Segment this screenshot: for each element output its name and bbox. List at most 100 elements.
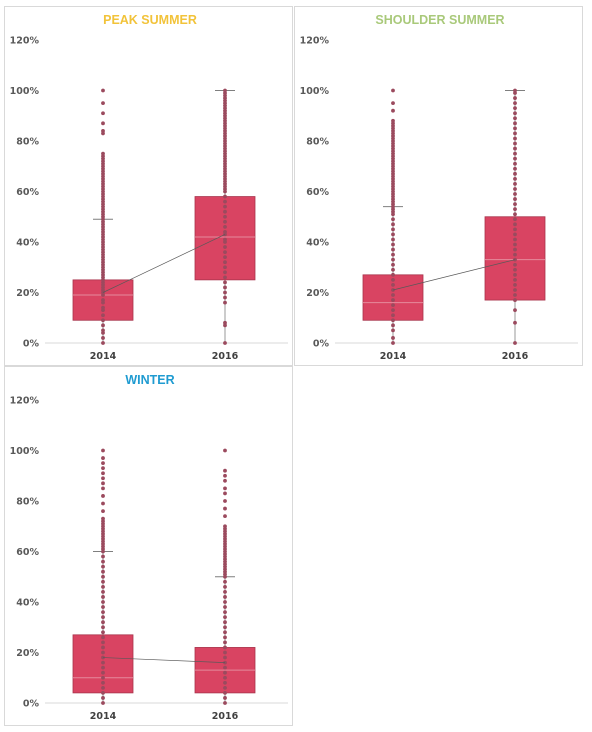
data-point: [513, 320, 517, 325]
data-point: [513, 161, 517, 166]
y-tick-label: 0%: [313, 339, 330, 350]
data-point: [391, 88, 395, 93]
data-point: [101, 696, 105, 700]
data-point: [101, 691, 105, 695]
data-point: [101, 318, 105, 323]
data-point: [513, 212, 517, 217]
data-point: [223, 514, 227, 519]
data-point: [223, 448, 227, 453]
data-point: [101, 88, 105, 93]
y-tick-label: 120%: [10, 36, 40, 47]
data-point: [223, 590, 227, 594]
box-2016: [194, 88, 256, 345]
data-point: [101, 564, 105, 569]
data-point: [101, 461, 105, 466]
data-point: [101, 610, 105, 614]
chart-svg-winter: WINTER 0% 20% 40% 60% 80% 100% 120% 2014 2016: [10, 373, 288, 722]
data-point: [391, 227, 395, 232]
data-point: [513, 106, 517, 111]
data-point: [513, 207, 517, 212]
data-point: [513, 88, 517, 93]
y-tick-label: 80%: [16, 137, 39, 148]
data-point: [223, 250, 227, 255]
y-tick-label: 0%: [23, 699, 40, 710]
data-point: [101, 620, 105, 625]
data-point: [391, 298, 395, 302]
data-point: [223, 300, 227, 305]
data-point: [223, 214, 227, 219]
data-point: [513, 171, 517, 176]
data-point: [223, 685, 227, 690]
data-point: [391, 217, 395, 222]
y-tick-label: 20%: [16, 648, 39, 659]
data-point: [391, 328, 395, 333]
data-point: [513, 267, 517, 272]
box-2014: [72, 88, 134, 345]
data-point: [391, 232, 395, 237]
x-tick-label: 2016: [212, 351, 239, 362]
data-point: [513, 247, 517, 252]
data-point: [223, 260, 227, 265]
data-point: [101, 509, 105, 513]
data-point: [391, 237, 395, 242]
data-point: [101, 600, 105, 604]
data-point: [513, 116, 517, 121]
y-tick-label: 40%: [16, 598, 39, 609]
data-point: [223, 341, 227, 345]
data-point: [223, 691, 227, 695]
data-point: [223, 625, 227, 630]
x-tick-label: 2014: [380, 351, 407, 362]
data-point: [223, 265, 227, 270]
data-point: [223, 230, 227, 234]
data-point: [101, 590, 105, 594]
data-point: [223, 499, 227, 503]
data-point: [101, 516, 105, 521]
data-point: [101, 466, 105, 471]
data-point: [101, 101, 105, 106]
data-point: [101, 151, 105, 156]
data-point: [513, 146, 517, 151]
data-point: [513, 217, 517, 222]
data-point: [101, 486, 105, 491]
data-point: [391, 262, 395, 267]
chart-title: PEAK SUMMER: [103, 13, 197, 27]
chart-panel-peak-summer: PEAK SUMMER 0% 20% 40% 60% 80% 100% 120% 2014 201…: [4, 6, 293, 366]
data-point: [513, 156, 517, 161]
data-point: [101, 670, 105, 675]
data-point: [391, 303, 395, 308]
data-point: [101, 680, 105, 685]
data-point: [101, 305, 105, 310]
data-point: [101, 579, 105, 584]
data-point: [101, 471, 105, 476]
data-point: [513, 252, 517, 257]
data-point: [223, 635, 227, 640]
data-point: [513, 121, 517, 126]
data-point: [101, 481, 105, 486]
data-point: [391, 313, 395, 318]
data-point: [223, 199, 227, 204]
data-point: [513, 237, 517, 242]
data-point: [223, 579, 227, 584]
data-point: [513, 126, 517, 131]
mean-line: [102, 657, 226, 663]
data-point: [513, 308, 517, 313]
data-point: [223, 209, 227, 214]
data-point: [101, 635, 105, 640]
data-point: [391, 257, 395, 262]
y-tick-label: 80%: [306, 137, 329, 148]
y-tick-label: 120%: [300, 36, 330, 47]
data-point: [391, 341, 395, 345]
data-point: [223, 645, 227, 650]
data-point: [223, 630, 227, 635]
data-point: [391, 108, 395, 113]
data-point: [223, 605, 227, 609]
x-tick-label: 2014: [90, 711, 117, 722]
data-point: [513, 298, 517, 302]
data-point: [513, 232, 517, 237]
chart-title: WINTER: [125, 373, 174, 387]
data-point: [101, 625, 105, 630]
data-point: [391, 293, 395, 297]
data-point: [223, 524, 227, 529]
data-point: [101, 501, 105, 506]
box-2016: [484, 88, 546, 345]
